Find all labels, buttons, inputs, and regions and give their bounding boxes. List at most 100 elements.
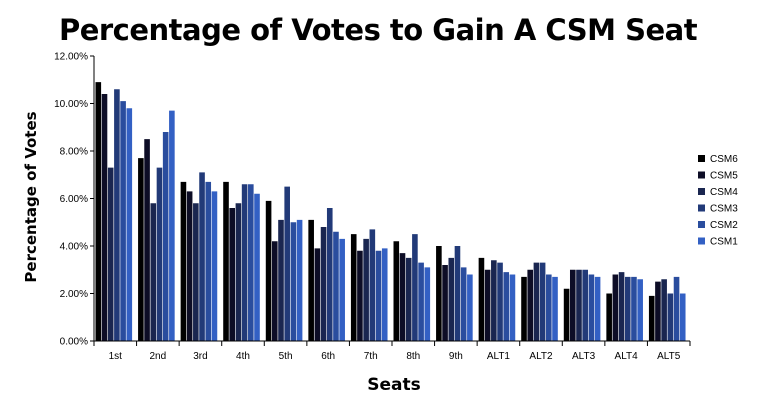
bar-csm4-8th (405, 257, 412, 342)
bar-csm4-5th (278, 219, 284, 342)
legend-swatch-csm1 (698, 237, 705, 245)
bar-csm2-2nd (162, 132, 169, 341)
x-tick-label: 7th (364, 351, 378, 362)
bar-csm2-alt2 (546, 274, 552, 341)
bar-csm1-9th (467, 274, 473, 341)
bar-csm5-alt3 (569, 269, 576, 341)
bar-csm1-alt4 (637, 279, 643, 341)
y-tick-label: 6.00% (60, 194, 88, 205)
y-tick-label: 8.00% (60, 147, 88, 158)
bar-csm6-7th (350, 234, 357, 342)
y-tick-label: 2.00% (60, 289, 88, 300)
bar-csm6-alt2 (521, 276, 527, 342)
bar-csm6-alt4 (606, 293, 612, 341)
bar-csm1-3rd (211, 191, 218, 342)
bar-csm3-8th (412, 234, 418, 342)
bar-csm2-6th (333, 231, 339, 341)
x-tick-label: ALT5 (657, 351, 681, 362)
bar-csm1-8th (424, 267, 431, 342)
bar-csm1-4th (254, 193, 260, 341)
bar-csm1-7th (381, 248, 388, 342)
bar-csm4-4th (235, 203, 242, 341)
legend-swatch-csm6 (698, 155, 705, 162)
y-tick-label: 12.00% (54, 52, 88, 63)
bar-csm2-7th (375, 250, 382, 341)
bar-csm5-2nd (144, 139, 150, 342)
bar-csm3-7th (369, 229, 376, 342)
bar-csm2-5th (290, 222, 297, 341)
y-tick-label: 4.00% (60, 242, 88, 253)
bar-csm5-3rd (186, 191, 193, 342)
x-tick-label: 2nd (150, 351, 167, 362)
bar-csm4-1st (107, 167, 114, 341)
x-tick-label: 5th (279, 351, 293, 362)
bar-csm2-alt5 (673, 276, 680, 342)
bar-csm3-alt1 (497, 262, 503, 342)
y-tick-label: 10.00% (54, 99, 88, 110)
x-tick-label: ALT2 (529, 351, 553, 362)
bar-csm3-1st (114, 89, 120, 341)
bar-csm1-alt1 (509, 274, 516, 341)
bar-csm4-3rd (193, 203, 199, 341)
bar-csm3-3rd (199, 172, 205, 342)
plot-area: 0.00% 2.00% 4.00% 6.00% 8.00% 10.00% 12.00% 1st… (54, 52, 691, 362)
bar-csm4-alt4 (618, 272, 625, 342)
x-tick-label: ALT1 (487, 351, 511, 362)
x-tick-label: ALT3 (572, 351, 596, 362)
legend-label-csm2: CSM2 (710, 220, 738, 231)
legend-swatch-csm4 (698, 188, 705, 195)
legend-label-csm1: CSM1 (710, 237, 738, 248)
bar-csm6-4th (223, 181, 229, 342)
bar-csm6-3rd (180, 181, 187, 342)
bar-csm5-6th (314, 248, 321, 342)
bar-csm1-alt2 (552, 276, 558, 342)
bar-csm5-8th (399, 253, 406, 342)
bar-csm5-alt2 (527, 269, 534, 341)
bar-csm3-9th (454, 246, 461, 341)
bar-csm4-6th (320, 227, 327, 341)
bar-csm6-1st (95, 82, 102, 342)
bar-csm6-9th (436, 246, 442, 341)
x-tick-label: 4th (236, 351, 250, 362)
bar-csm4-alt2 (533, 262, 540, 342)
bar-csm2-4th (248, 184, 254, 341)
x-tick-label: 6th (321, 351, 335, 362)
bar-csm2-alt4 (631, 276, 637, 342)
bar-csm5-alt5 (655, 281, 661, 342)
x-tick-label: 9th (449, 351, 463, 362)
bar-csm5-1st (101, 94, 108, 341)
bar-csm2-3rd (205, 181, 212, 342)
bar-csm3-alt5 (667, 293, 674, 341)
bar-csm1-5th (296, 219, 303, 342)
bar-csm6-alt3 (563, 288, 570, 341)
legend: CSM6 CSM5 CSM4 CSM3 CSM2 CSM1 (698, 154, 738, 248)
bar-csm5-alt1 (484, 269, 491, 341)
bar-csm1-alt5 (679, 293, 686, 341)
x-tick-label: 8th (406, 351, 420, 362)
legend-label-csm5: CSM5 (710, 171, 738, 182)
bar-csm3-alt3 (582, 269, 588, 341)
bar-csm6-alt5 (648, 295, 655, 342)
y-axis-title: Percentage of Votes (22, 111, 40, 282)
legend-label-csm4: CSM4 (710, 187, 738, 198)
x-tick-label: 1st (109, 351, 123, 362)
bar-csm3-5th (284, 186, 290, 341)
bar-csm5-4th (229, 208, 236, 341)
bar-csm2-9th (460, 267, 467, 342)
bar-csm1-1st (126, 108, 133, 341)
bar-csm2-alt3 (588, 274, 595, 341)
bar-csm2-alt1 (503, 272, 510, 342)
bar-csm2-1st (120, 101, 126, 342)
legend-swatch-csm5 (698, 171, 705, 179)
bar-csm3-alt2 (539, 262, 546, 342)
bar-csm6-8th (393, 241, 400, 341)
bar-csm1-alt3 (594, 276, 601, 342)
bar-csm4-alt1 (491, 260, 497, 341)
bar-csm6-alt1 (478, 257, 485, 342)
y-tick-label: 0.00% (60, 337, 88, 348)
legend-label-csm3: CSM3 (710, 204, 738, 215)
bar-csm3-6th (326, 208, 333, 341)
bar-csm4-9th (448, 257, 455, 342)
